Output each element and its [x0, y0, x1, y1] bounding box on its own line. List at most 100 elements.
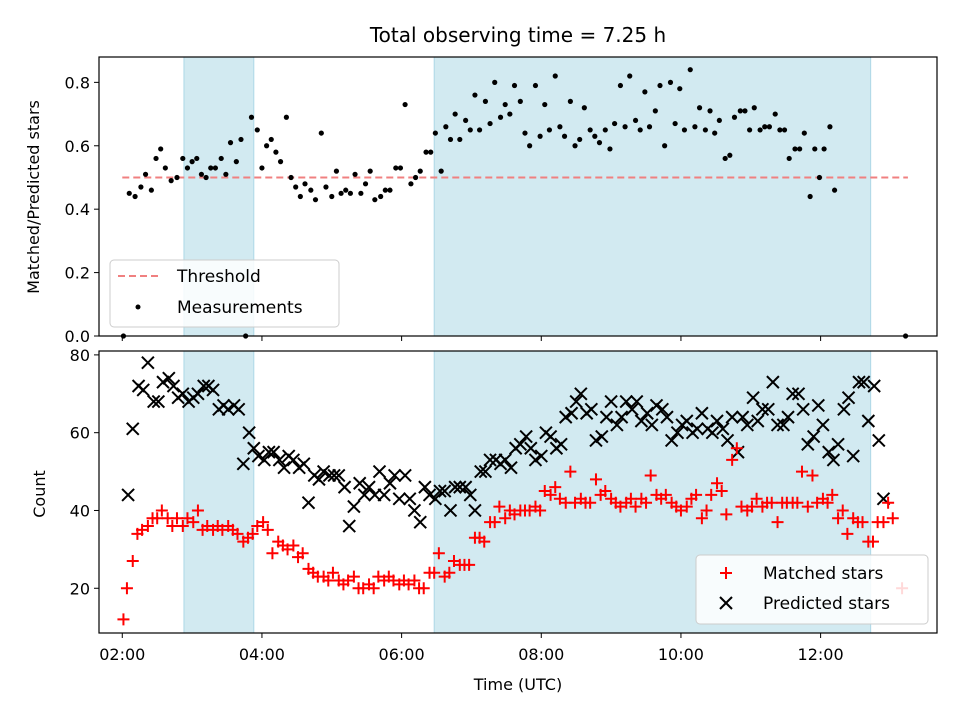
measurement-point-81	[527, 143, 533, 149]
measurement-point-102	[632, 117, 639, 124]
predicted-point-59	[418, 480, 432, 494]
predicted-point-29	[266, 445, 281, 459]
predicted-point-100	[625, 402, 639, 417]
measurement-point-127	[757, 127, 763, 133]
predicted-point-63	[437, 484, 452, 498]
matched-point-8	[155, 504, 168, 517]
matched-point-10	[166, 520, 179, 533]
matched-point-42	[326, 566, 339, 579]
predicted-point-149	[872, 433, 886, 448]
predicted-point-120	[725, 410, 739, 424]
matched-point-135	[795, 465, 808, 478]
measurement-point-108	[662, 143, 668, 149]
measurement-point-34	[293, 184, 299, 190]
predicted-point-3	[136, 383, 150, 397]
predicted-point-61	[428, 492, 443, 506]
measurement-point-78	[511, 82, 518, 89]
predicted-point-22	[231, 402, 246, 417]
measurement-point-2	[132, 193, 138, 200]
measurement-point-86	[552, 73, 558, 79]
top-y-tick-label-3: 0.6	[65, 137, 90, 156]
matched-point-137	[806, 469, 819, 482]
measurement-point-75	[497, 114, 504, 120]
predicted-point-143	[841, 390, 856, 405]
measurement-point-68	[463, 117, 469, 124]
predicted-point-75	[498, 453, 512, 467]
predicted-point-101	[630, 394, 644, 409]
matched-point-83	[534, 504, 547, 517]
predicted-point-36	[301, 495, 316, 510]
predicted-point-134	[796, 402, 810, 417]
measurement-point-37	[308, 187, 314, 193]
predicted-point-127	[761, 402, 775, 417]
measurement-point-137	[807, 193, 813, 200]
measurement-point-138	[812, 146, 818, 152]
matched-point-36	[296, 547, 309, 560]
matched-point-119	[715, 485, 728, 498]
predicted-point-95	[599, 410, 614, 424]
matched-point-96	[599, 485, 612, 498]
predicted-point-0	[121, 488, 135, 502]
matched-point-89	[564, 465, 577, 478]
measurement-point-64	[443, 124, 449, 130]
matched-point-129	[765, 496, 778, 509]
measurement-point-21	[227, 140, 234, 146]
top-band-1	[433, 56, 872, 337]
matched-point-29	[261, 523, 274, 536]
measurement-point-115	[696, 105, 703, 111]
measurement-point-28	[264, 143, 270, 149]
measurement-point-88	[561, 133, 568, 139]
measurement-point-101	[627, 73, 633, 79]
measurement-point-103	[637, 127, 643, 133]
predicted-point-80	[524, 441, 538, 455]
predicted-point-82	[534, 449, 548, 463]
predicted-point-71	[478, 464, 493, 479]
bottom-ticks: 20 40 60 80 02:00 04:00 06:00 08:00 10:00 12:00	[70, 346, 844, 664]
matched-point-144	[841, 527, 854, 540]
measurement-point-1	[126, 190, 132, 196]
predicted-point-145	[852, 375, 866, 389]
predicted-point-6	[151, 394, 166, 409]
measurement-point-16	[203, 174, 209, 181]
top-bands	[183, 56, 872, 337]
predicted-point-137	[811, 398, 825, 413]
predicted-point-26	[251, 449, 266, 463]
predicted-point-11	[176, 387, 190, 401]
predicted-point-122	[735, 410, 750, 424]
matched-point-94	[589, 473, 602, 486]
measurement-point-18	[212, 165, 218, 171]
measurement-point-98	[612, 120, 618, 127]
predicted-point-43	[337, 480, 352, 494]
top-y-tick-label-1: 0.2	[65, 264, 90, 283]
matched-point-5	[141, 520, 154, 533]
predicted-point-17	[206, 383, 220, 397]
predicted-point-31	[277, 460, 291, 475]
measurement-point-91	[577, 136, 583, 143]
predicted-point-87	[559, 410, 573, 424]
bottom-x-tick-label-0: 02:00	[99, 645, 145, 664]
predicted-point-138	[816, 418, 830, 432]
bottom-points	[117, 355, 909, 626]
measurement-point-100	[622, 124, 628, 130]
matched-point-115	[695, 512, 708, 525]
matched-point-143	[836, 504, 849, 517]
matched-point-147	[856, 516, 869, 529]
measurement-point-104	[642, 89, 648, 95]
measurement-point-107	[657, 82, 663, 89]
measurement-point-74	[492, 79, 498, 85]
measurement-point-84	[542, 101, 548, 108]
measurement-point-110	[672, 120, 678, 127]
predicted-point-98	[614, 410, 629, 424]
predicted-point-86	[554, 437, 568, 452]
predicted-point-96	[604, 394, 618, 409]
measurement-point-56	[402, 101, 408, 108]
predicted-point-81	[528, 453, 543, 467]
measurement-point-6	[153, 155, 159, 162]
matched-point-2	[126, 555, 139, 568]
predicted-point-14	[191, 387, 205, 401]
predicted-legend-label: Predicted stars	[763, 594, 890, 614]
measurement-point-87	[557, 124, 563, 130]
measurement-point-130	[772, 111, 778, 117]
top-y-tick-label-0: 0.0	[65, 327, 90, 346]
